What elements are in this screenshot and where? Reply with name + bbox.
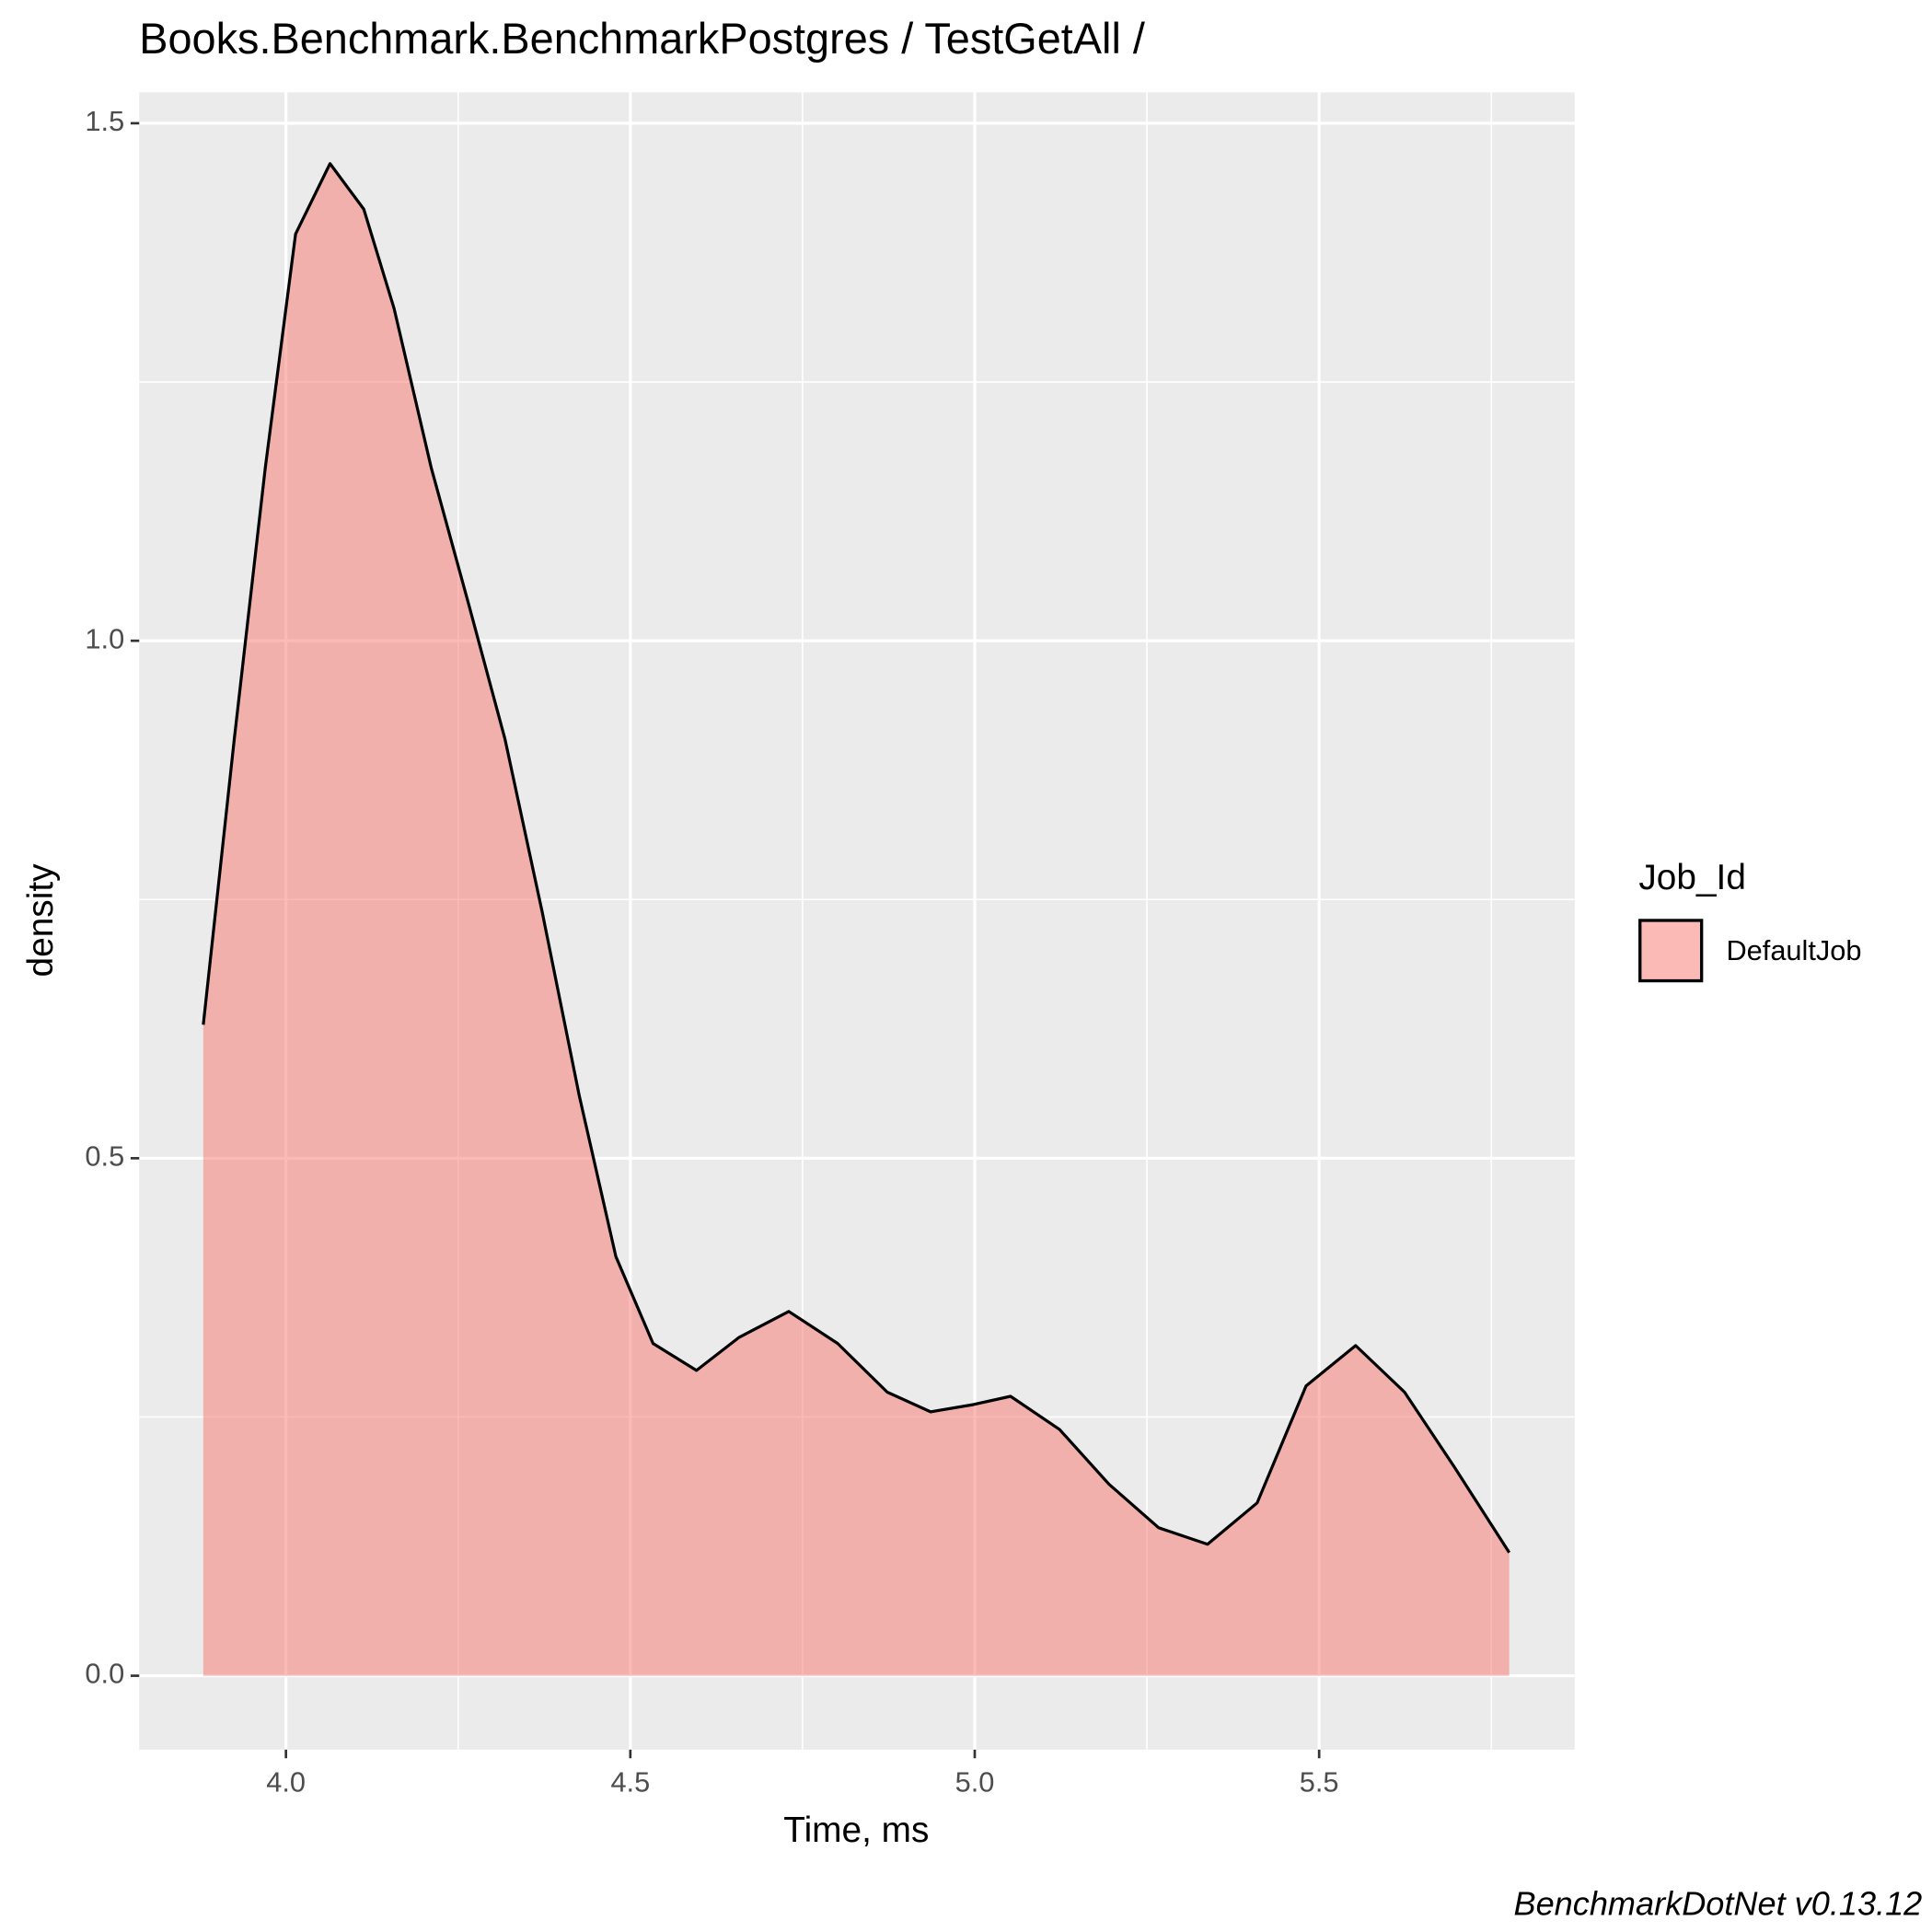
legend-label: DefaultJob [1726,934,1861,966]
legend-title: Job_Id [1638,858,1746,897]
y-tick-label: 1.0 [85,622,124,654]
x-tick-label: 5.5 [1300,1765,1339,1798]
legend: Job_Id DefaultJob [1638,858,1862,983]
legend-key [1638,919,1704,983]
x-tick-label: 4.5 [610,1765,650,1798]
caption: BenchmarkDotNet v0.13.12 [1514,1884,1923,1922]
density-line [202,162,1511,1554]
axes: 0.0 0.5 1.0 1.5 4.0 4.5 5.0 5.5 [85,105,1338,1798]
marks [202,162,1511,1676]
y-tick-label: 0.0 [85,1658,124,1690]
x-axis-label: Time, ms [783,1811,929,1850]
x-tick-label: 4.0 [266,1765,306,1798]
chart-title: Books.Benchmark.BenchmarkPostgres / Test… [139,15,1146,63]
y-tick-label: 1.5 [85,105,124,137]
density-area [202,163,1510,1676]
x-tick-label: 5.0 [955,1765,995,1798]
y-tick-label: 0.5 [85,1140,124,1172]
y-axis-label: density [21,863,61,978]
